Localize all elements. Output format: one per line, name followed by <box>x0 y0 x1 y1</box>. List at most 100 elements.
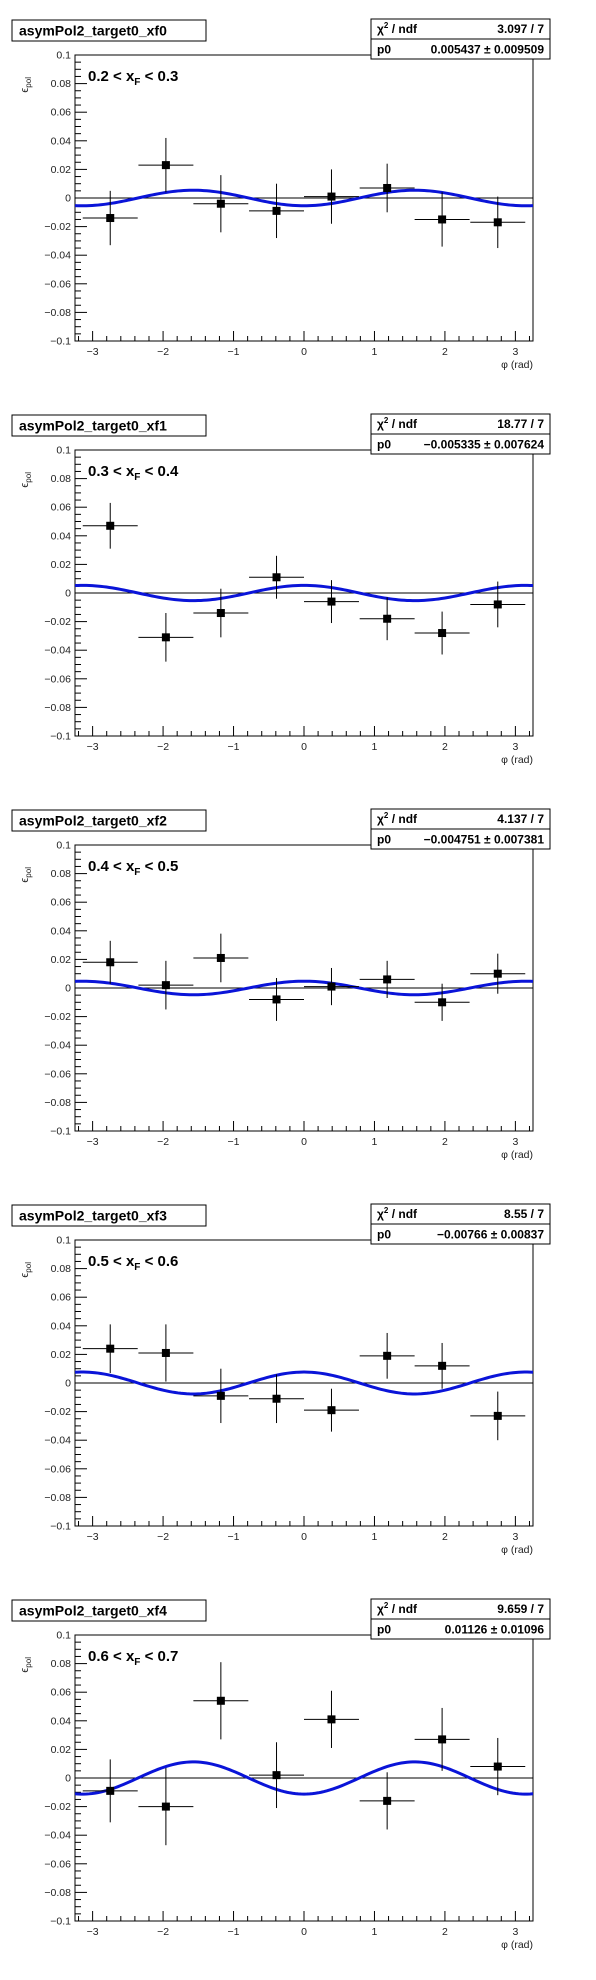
chi2-value: 8.55 / 7 <box>504 1207 544 1221</box>
fit-curve <box>74 979 534 997</box>
y-tick-label: 0.04 <box>51 135 72 147</box>
xf-range-upper: < 0.5 <box>140 858 178 875</box>
y-tick-label: 0.02 <box>51 559 72 571</box>
xf-range-annotation: 0.2 < xF < 0.3 <box>88 68 178 88</box>
y-axis-label-sub: pol <box>24 472 33 483</box>
data-point <box>414 1342 470 1389</box>
x-axis-label: φ (rad) <box>501 1544 533 1556</box>
y-tick-label: 0.02 <box>51 1349 72 1361</box>
chart-svg: −0.1 −0.08 −0.06 −0.04 −0.02 0 0.02 0.04 0.06 0.0… <box>11 1598 551 1951</box>
chi2-value: 3.097 / 7 <box>497 22 544 36</box>
x-tick-label: 3 <box>512 1531 518 1543</box>
x-axis-label: φ (rad) <box>501 1939 533 1951</box>
chi2-value: 18.77 / 7 <box>497 417 544 431</box>
p0-label: p0 <box>377 1623 391 1637</box>
y-tick-label: 0 <box>65 193 71 205</box>
y-tick-label: −0.04 <box>44 1830 71 1842</box>
chart-title: asymPol2_target0_xf4 <box>19 1603 167 1619</box>
x-axis-label: φ (rad) <box>501 359 533 371</box>
xf-range-annotation: 0.4 < xF < 0.5 <box>88 858 178 878</box>
chi2-value: 4.137 / 7 <box>497 812 544 826</box>
y-tick-label: −0.1 <box>50 1916 71 1928</box>
xf-range-lower: 0.2 < x <box>88 68 135 85</box>
point-marker <box>327 1406 336 1415</box>
data-point <box>470 196 526 249</box>
chart-panel: −0.1 −0.08 −0.06 −0.04 −0.02 0 0.02 0.04 0.06 0.0… <box>0 0 596 395</box>
x-tick-label: 2 <box>442 346 448 358</box>
xf-subscript: F <box>134 1262 140 1273</box>
y-axis-label-text: ϵpol <box>19 472 33 488</box>
data-point <box>359 1332 415 1379</box>
chi2-symbol: χ <box>377 22 384 36</box>
point-marker <box>327 597 336 606</box>
data-point <box>470 1391 526 1441</box>
chart-svg: −0.1 −0.08 −0.06 −0.04 −0.02 0 0.02 0.04 0.06 0.0… <box>11 1203 551 1556</box>
xf-range-annotation: 0.3 < xF < 0.4 <box>88 463 179 483</box>
data-point <box>304 967 359 1006</box>
point-marker <box>216 609 225 618</box>
point-marker <box>383 183 392 192</box>
y-tick-label: 0.06 <box>51 107 72 119</box>
chi2-superscript: 2 <box>384 1601 389 1610</box>
y-axis-label-text: ϵpol <box>19 1657 33 1673</box>
y-tick-label: −0.02 <box>44 616 71 628</box>
y-axis-label-text: ϵpol <box>19 1262 33 1278</box>
chart-title: asymPol2_target0_xf0 <box>19 23 167 39</box>
y-tick-label: 0.08 <box>51 1658 72 1670</box>
x-tick-label: 2 <box>442 741 448 753</box>
chart-svg: −0.1 −0.08 −0.06 −0.04 −0.02 0 0.02 0.04 0.06 0.0… <box>11 808 551 1161</box>
x-tick-label: 1 <box>372 741 378 753</box>
data-point <box>414 1707 470 1771</box>
x-tick-label: 0 <box>301 1926 307 1938</box>
y-axis-label-main: ϵ <box>19 1273 31 1278</box>
data-point <box>138 613 194 662</box>
y-tick-label: 0.08 <box>51 1263 72 1275</box>
y-axis-label: ϵpol <box>19 1262 33 1278</box>
x-tick-label: −2 <box>157 741 169 753</box>
xf-range-annotation: 0.6 < xF < 0.7 <box>88 1648 178 1668</box>
point-marker <box>383 614 392 623</box>
data-point <box>82 1759 138 1823</box>
y-axis-label: ϵpol <box>19 1657 33 1673</box>
y-tick-label: 0.1 <box>56 1235 71 1247</box>
xf-subscript: F <box>134 472 140 483</box>
x-tick-label: −2 <box>157 346 169 358</box>
y-tick-label: 0.04 <box>51 1715 72 1727</box>
point-marker <box>438 629 447 638</box>
data-point <box>249 1742 304 1809</box>
y-tick-label: −0.06 <box>44 1463 71 1475</box>
point-marker <box>106 1786 115 1795</box>
y-tick-label: 0 <box>65 1773 71 1785</box>
x-axis-label: φ (rad) <box>501 754 533 766</box>
y-tick-label: −0.04 <box>44 1435 71 1447</box>
xf-range-annotation: 0.5 < xF < 0.6 <box>88 1253 178 1273</box>
y-tick-label: −0.04 <box>44 1040 71 1052</box>
point-marker <box>272 206 281 215</box>
point-marker <box>493 969 502 978</box>
x-tick-label: −3 <box>87 741 99 753</box>
chart-title: asymPol2_target0_xf3 <box>19 1208 167 1224</box>
data-point <box>249 555 304 599</box>
y-tick-label: −0.1 <box>50 1126 71 1138</box>
y-tick-label: 0.04 <box>51 925 72 937</box>
x-tick-label: −3 <box>87 1531 99 1543</box>
y-tick-label: 0.04 <box>51 1320 72 1332</box>
point-marker <box>272 573 281 582</box>
y-tick-label: 0.06 <box>51 1292 72 1304</box>
y-tick-label: −0.08 <box>44 307 71 319</box>
y-tick-label: 0.04 <box>51 530 72 542</box>
y-tick-label: −0.02 <box>44 221 71 233</box>
x-tick-label: −1 <box>228 1136 240 1148</box>
point-marker <box>106 958 115 967</box>
point-marker <box>161 633 170 642</box>
chi2-superscript: 2 <box>384 21 389 30</box>
data-point <box>82 1324 138 1373</box>
y-axis-label: ϵpol <box>19 77 33 93</box>
x-tick-label: −2 <box>157 1926 169 1938</box>
x-tick-label: 1 <box>372 1926 378 1938</box>
x-tick-label: 1 <box>372 1531 378 1543</box>
y-tick-label: 0 <box>65 983 71 995</box>
chi2-symbol: χ <box>377 1207 384 1221</box>
y-tick-label: −0.06 <box>44 673 71 685</box>
chart-panel: −0.1 −0.08 −0.06 −0.04 −0.02 0 0.02 0.04 0.06 0.0… <box>0 790 596 1185</box>
